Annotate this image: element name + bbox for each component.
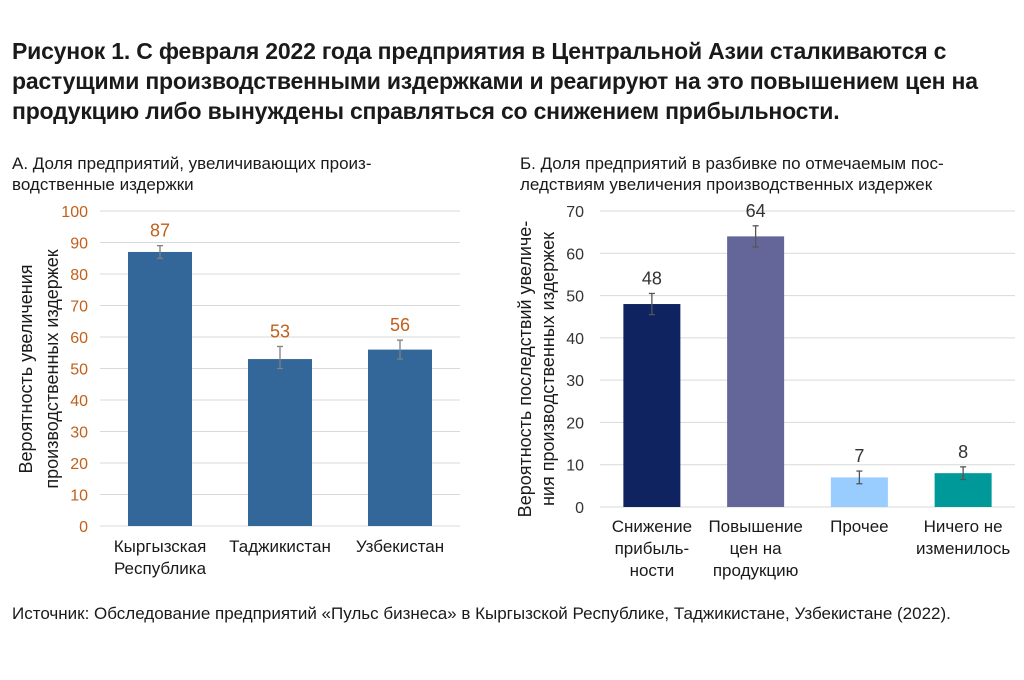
category-label-line: продукцию bbox=[713, 561, 799, 580]
y-axis-label-line: Вероятность увеличения bbox=[16, 264, 36, 473]
bar-value-label: 8 bbox=[958, 442, 968, 462]
category-label: Снижение прибыль-ности bbox=[612, 517, 692, 580]
y-tick-label: 70 bbox=[70, 299, 88, 316]
y-tick-label: 20 bbox=[70, 456, 88, 473]
error-bar bbox=[157, 244, 163, 259]
y-axis-label-line: производственных издержек bbox=[42, 249, 62, 488]
bar bbox=[368, 349, 432, 526]
source-note: Источник: Обследование предприятий «Пуль… bbox=[12, 604, 951, 623]
y-tick-label: 70 bbox=[566, 204, 584, 221]
panel-title-line: водственные издержки bbox=[12, 175, 194, 194]
y-tick-label: 40 bbox=[70, 393, 88, 410]
bar bbox=[128, 251, 192, 526]
category-label-line: ности bbox=[630, 561, 675, 580]
bar-value-label: 87 bbox=[150, 221, 170, 241]
y-tick-label: 50 bbox=[70, 362, 88, 379]
y-tick-label: 0 bbox=[575, 500, 584, 517]
y-axis-label: Вероятность последствий увеличе-ния прои… bbox=[515, 221, 558, 518]
y-tick-label: 10 bbox=[566, 458, 584, 475]
chart-b: 0 10 20 30 40 50 60 70 48 Снижение прибыль-ности 64… bbox=[515, 201, 1015, 580]
category-label: Таджикистан bbox=[229, 537, 331, 556]
category-label-line: Снижение bbox=[612, 517, 692, 536]
category-label-line: Прочее bbox=[830, 517, 889, 536]
category-label: Повышение цен на продукцию bbox=[708, 517, 802, 580]
error-bar bbox=[960, 466, 967, 481]
bar-value-label: 53 bbox=[270, 321, 290, 341]
error-bar bbox=[648, 292, 655, 316]
category-label-line: прибыль- bbox=[615, 539, 690, 558]
y-tick-label: 100 bbox=[61, 204, 88, 221]
bar-value-label: 64 bbox=[746, 201, 766, 221]
category-label-line: Ничего не bbox=[924, 517, 1003, 536]
panel-title-line: ледствиям увеличения производственных из… bbox=[520, 175, 933, 194]
bar-value-label: 7 bbox=[854, 446, 864, 466]
error-bar bbox=[277, 345, 283, 370]
bar-value-label: 56 bbox=[390, 315, 410, 335]
category-label-line: Повышение bbox=[708, 517, 802, 536]
y-tick-label: 60 bbox=[70, 330, 88, 347]
y-axis-label-line: ния производственных издержек bbox=[538, 232, 558, 506]
panel-title-line: А. Доля предприятий, увеличивающих произ… bbox=[12, 154, 372, 173]
category-label: Прочее bbox=[830, 517, 889, 536]
error-bar bbox=[856, 470, 863, 485]
category-label-line: Узбекистан bbox=[356, 537, 444, 556]
y-tick-label: 80 bbox=[70, 267, 88, 284]
y-tick-label: 30 bbox=[566, 373, 584, 390]
category-label-line: изменилось bbox=[916, 539, 1010, 558]
category-label-line: Кыргызская bbox=[114, 537, 207, 556]
y-axis-label-line: Вероятность последствий увеличе- bbox=[515, 221, 535, 518]
y-tick-label: 50 bbox=[566, 289, 584, 306]
y-tick-label: 60 bbox=[566, 246, 584, 263]
y-tick-label: 90 bbox=[70, 236, 88, 253]
error-bar bbox=[397, 339, 403, 360]
y-tick-label: 40 bbox=[566, 331, 584, 348]
figure-title: Рисунок 1. С февраля 2022 года предприят… bbox=[12, 38, 978, 124]
chart-a: 0 10 20 30 40 50 60 70 80 90 100 87 Кыргызская Респуб… bbox=[16, 204, 460, 578]
category-label-line: Таджикистан bbox=[229, 537, 331, 556]
panel-title-line: Б. Доля предприятий в разбивке по отмеча… bbox=[520, 154, 944, 173]
y-axis-label: Вероятность увеличения производственных и… bbox=[16, 249, 62, 488]
error-bar bbox=[752, 225, 759, 248]
bar bbox=[727, 236, 785, 507]
category-label: Ничего не изменилось bbox=[916, 517, 1010, 558]
panel-a-title: А. Доля предприятий, увеличивающих произ… bbox=[12, 153, 482, 195]
y-tick-label: 30 bbox=[70, 425, 88, 442]
y-tick-label: 20 bbox=[566, 415, 584, 432]
category-label-line: цен на bbox=[730, 539, 783, 558]
category-label: Кыргызская Республика bbox=[114, 537, 207, 578]
category-label-line: Республика bbox=[114, 559, 207, 578]
category-label: Узбекистан bbox=[356, 537, 444, 556]
y-tick-label: 0 bbox=[79, 519, 88, 536]
panel-b-title: Б. Доля предприятий в разбивке по отмеча… bbox=[520, 153, 1020, 195]
y-tick-label: 10 bbox=[70, 488, 88, 505]
bar bbox=[623, 304, 681, 507]
bar-value-label: 48 bbox=[642, 268, 662, 288]
bar bbox=[248, 359, 312, 526]
